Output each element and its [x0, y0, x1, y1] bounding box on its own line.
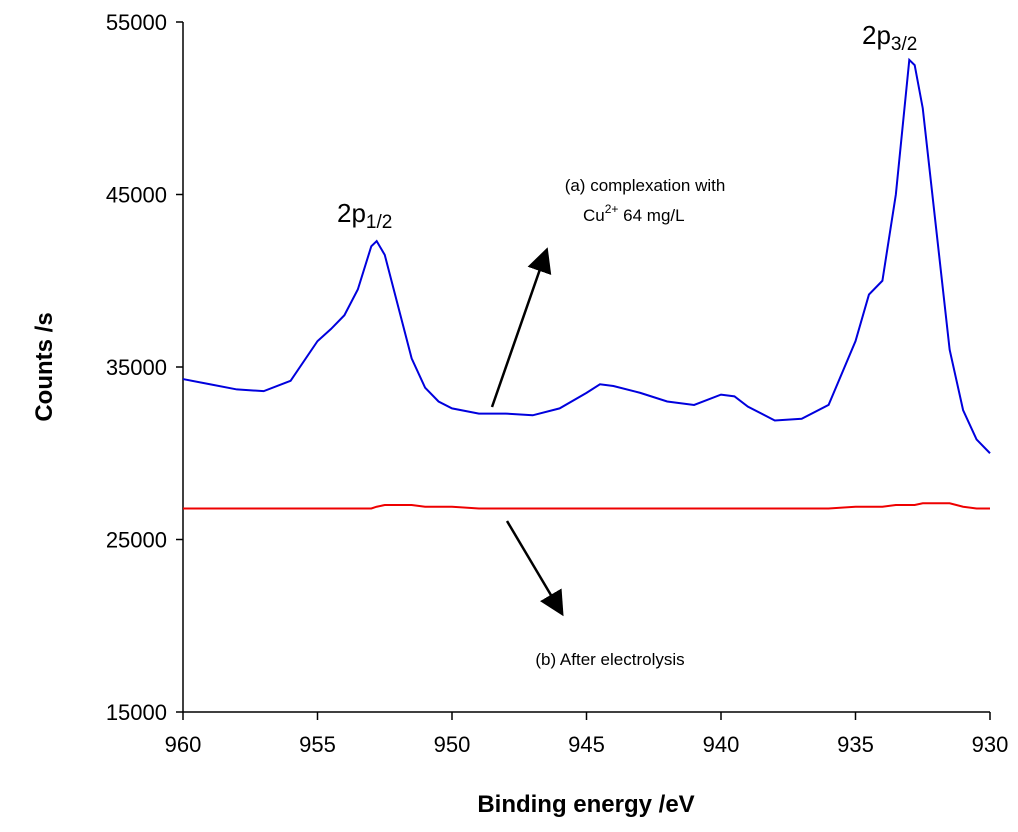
y-tick-label: 15000	[106, 700, 167, 725]
peak-label: 2p1/2	[337, 198, 392, 233]
x-tick-label: 940	[703, 732, 740, 757]
y-axis-label: Counts /s	[31, 312, 58, 421]
y-tick-label: 55000	[106, 10, 167, 35]
peak-sub: 1/2	[366, 212, 392, 233]
annotation: (a) complexation with	[565, 176, 726, 195]
x-tick-label: 955	[299, 732, 336, 757]
arrow	[505, 520, 564, 617]
annotation-part: 64 mg/L	[618, 206, 684, 225]
y-tick-label: 25000	[106, 528, 167, 553]
y-tick-label: 45000	[106, 183, 167, 208]
peak-label: 2p3/2	[862, 20, 917, 55]
annotation: Cu2+ 64 mg/L	[583, 202, 685, 225]
series-line	[182, 57, 991, 454]
x-tick-label: 950	[434, 732, 471, 757]
x-tick-label: 935	[837, 732, 874, 757]
x-axis-label: Binding energy /eV	[477, 791, 694, 818]
peak-text: 2p	[862, 20, 891, 50]
annotation-sup: 2+	[605, 202, 619, 216]
series-line	[183, 502, 990, 510]
x-tick-label: 930	[972, 732, 1009, 757]
peak-text: 2p	[337, 198, 366, 228]
arrow	[490, 247, 552, 408]
x-tick-label: 945	[568, 732, 605, 757]
x-tick-label: 960	[165, 732, 202, 757]
annotation: (b) After electrolysis	[535, 650, 684, 669]
y-tick-label: 35000	[106, 355, 167, 380]
annotation-part: Cu	[583, 206, 605, 225]
peak-sub: 3/2	[891, 34, 917, 55]
